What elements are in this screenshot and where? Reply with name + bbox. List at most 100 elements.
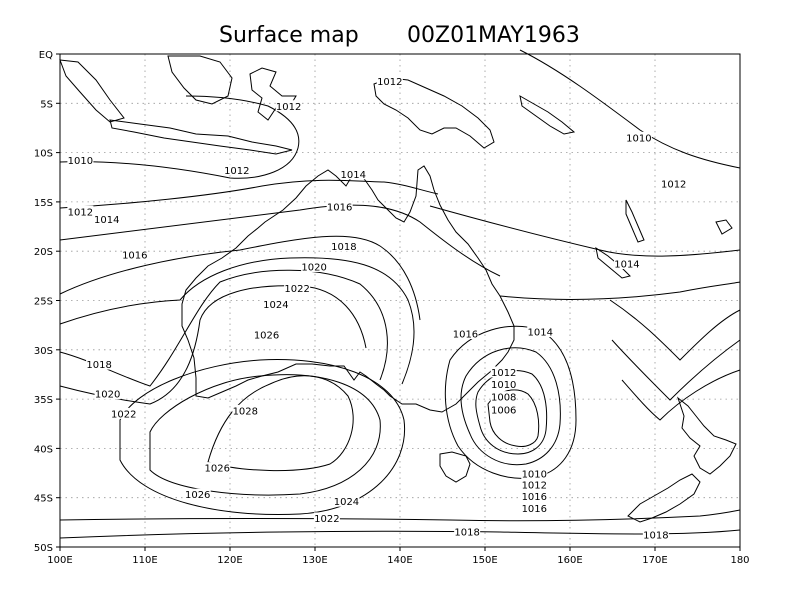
- isobar-label-bg: [340, 168, 367, 180]
- isobar-label-text: 1024: [263, 300, 288, 311]
- isobar-label-bg: [613, 258, 640, 270]
- isobar-label-text: 1012: [224, 166, 249, 177]
- isobar-line: [59, 95, 300, 179]
- isobar-line: [149, 374, 381, 496]
- isobar-label-text: 1012: [522, 480, 547, 491]
- isobar-line: [119, 359, 406, 516]
- isobar-label-text: 1016: [327, 202, 352, 213]
- isobar-line: [487, 389, 540, 447]
- lon-tick-label: 140E: [387, 555, 412, 566]
- lat-tick-label: EQ: [39, 50, 53, 61]
- isobar-label-text: 1012: [661, 180, 686, 191]
- isobar-line: [611, 339, 741, 401]
- isobar-label: 1012: [67, 205, 94, 218]
- vanuatu-coastline: [625, 199, 645, 243]
- lon-tick-label: 170E: [642, 555, 667, 566]
- map-frame: [59, 53, 741, 548]
- isobar-label: 1016: [521, 490, 548, 503]
- isobar-label-text: 1012: [68, 207, 93, 218]
- isobar-label-bg: [110, 407, 137, 419]
- isobar-label-bg: [521, 478, 548, 490]
- isobar-label-bg: [376, 75, 403, 87]
- lat-tick-label: 25S: [34, 297, 53, 308]
- borneo-coastline: [167, 55, 233, 105]
- isobar-label-bg: [490, 378, 517, 390]
- isobar-label-bg: [521, 490, 548, 502]
- lat-tick-label: 45S: [34, 494, 53, 505]
- isobar-label-text: 1018: [454, 528, 479, 539]
- isobar-label: 1008: [490, 391, 517, 404]
- isobar-label-bg: [253, 329, 280, 341]
- isobar-line: [460, 347, 561, 466]
- isobar-label-text: 1012: [377, 77, 402, 88]
- lat-tick-label: 40S: [34, 444, 53, 455]
- isobar-label-bg: [527, 326, 554, 338]
- isobar-label: 1018: [642, 529, 669, 542]
- tasmania-coastline: [439, 451, 471, 483]
- isobar-label-bg: [521, 468, 548, 480]
- isobar-lines: [59, 49, 741, 539]
- isobar-label-bg: [313, 512, 340, 524]
- isobar-label-bg: [86, 358, 113, 370]
- isobar-line: [59, 285, 367, 405]
- isobar-label-bg: [94, 388, 121, 400]
- isobar-label-bg: [625, 131, 652, 143]
- isobar-label: 1012: [275, 100, 302, 113]
- isobar-line: [429, 205, 741, 257]
- isobar-label: 1014: [613, 258, 640, 271]
- isobar-label-text: 1026: [254, 331, 279, 342]
- isobar-label: 1012: [376, 75, 403, 88]
- isobar-label: 1016: [521, 502, 548, 515]
- isobar-label: 1012: [660, 178, 687, 191]
- java-coastline: [109, 119, 293, 155]
- map-title: Surface map: [219, 23, 359, 48]
- isobar-label-bg: [301, 260, 328, 272]
- isobar-label: 1014: [340, 168, 367, 181]
- isobar-label-bg: [521, 502, 548, 514]
- map-valid-time: 00Z01MAY1963: [407, 23, 580, 48]
- isobar-label-bg: [262, 298, 289, 310]
- isobar-label: 1026: [184, 488, 211, 501]
- isobar-line: [59, 179, 439, 209]
- isobar-label-text: 1010: [68, 156, 93, 167]
- isobar-label-bg: [490, 391, 517, 403]
- lon-tick-label: 160E: [557, 555, 582, 566]
- isobar-label-bg: [184, 488, 211, 500]
- isobar-label-text: 1026: [205, 464, 230, 475]
- isobar-label-bg: [326, 200, 353, 212]
- isobar-line: [59, 269, 388, 387]
- lon-tick-label: 120E: [217, 555, 242, 566]
- isobar-label: 1014: [527, 326, 554, 339]
- isobar-label-text: 1026: [185, 490, 210, 501]
- isobar-label: 1018: [86, 358, 113, 371]
- isobar-label-text: 1018: [86, 360, 111, 371]
- lat-tick-label: 30S: [34, 346, 53, 357]
- isobar-label-bg: [454, 526, 481, 538]
- isobar-label-text: 1012: [276, 102, 301, 113]
- lon-tick-label: 180: [730, 555, 749, 566]
- isobar-label-bg: [93, 213, 120, 225]
- isobar-label-bg: [284, 282, 311, 294]
- lat-tick-label: 5S: [40, 99, 53, 110]
- isobar-label-text: 1018: [331, 242, 356, 253]
- isobar-label: 1016: [452, 328, 479, 341]
- lat-tick-label: 50S: [34, 543, 53, 554]
- isobar-line: [621, 369, 741, 421]
- isobar-line: [499, 281, 741, 300]
- isobar-label: 1006: [490, 403, 517, 416]
- isobar-label: 1016: [121, 249, 148, 262]
- lon-tick-label: 100E: [47, 555, 72, 566]
- nz-north-island-coastline: [676, 396, 737, 475]
- australia-coastline: [181, 165, 515, 413]
- solomon-islands-coastline: [519, 95, 576, 135]
- isobar-line: [519, 49, 741, 169]
- isobar-label-bg: [330, 240, 357, 252]
- isobar-label: 1024: [262, 298, 289, 311]
- isobar-label-bg: [660, 178, 687, 190]
- isobar-label: 1010: [490, 378, 517, 391]
- isobar-label-text: 1006: [491, 405, 516, 416]
- isobar-label: 1010: [67, 154, 94, 167]
- isobar-label: 1016: [326, 200, 353, 213]
- isobar-label-text: 1014: [528, 328, 553, 339]
- isobar-label: 1022: [313, 512, 340, 525]
